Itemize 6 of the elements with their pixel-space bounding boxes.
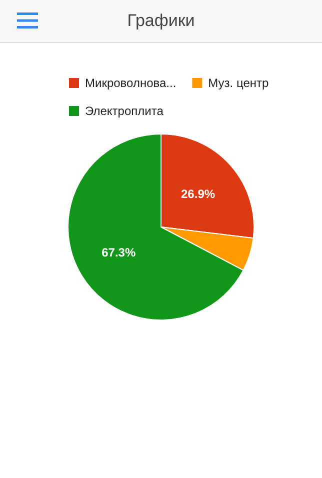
data-label: 26.9% [181, 187, 216, 202]
legend-label: Микроволнова... [85, 76, 176, 90]
legend-label: Муз. центр [208, 76, 269, 90]
data-label: 67.3% [102, 246, 136, 260]
chart-title: Графики [0, 0, 322, 42]
legend-label: Электроплита [85, 104, 164, 118]
